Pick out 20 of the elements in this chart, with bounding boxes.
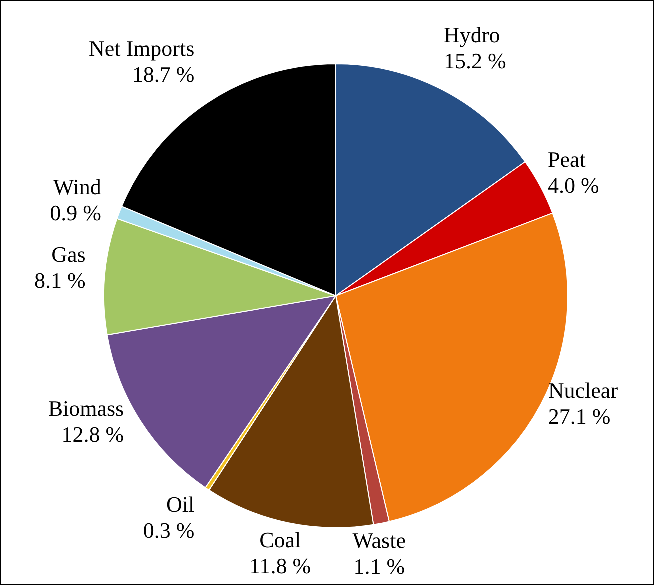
data-label: 0.9 %: [50, 200, 102, 226]
data-label: 27.1 %: [548, 404, 611, 430]
slice-label: Hydro: [444, 22, 500, 48]
slice-label: Wind: [53, 174, 102, 200]
data-label: 0.3 %: [143, 518, 195, 543]
slice-label: Waste: [352, 528, 406, 554]
data-label: 15.2 %: [444, 48, 506, 74]
data-label: 12.8 %: [62, 422, 124, 448]
data-label: 1.1 %: [354, 554, 406, 580]
data-label: 8.1 %: [34, 268, 86, 294]
slice-label: Peat: [548, 147, 586, 172]
slice-label: Gas: [52, 242, 86, 268]
data-label: 4.0 %: [548, 173, 600, 198]
slice-label: Oil: [166, 492, 195, 517]
slice-label: Biomass: [48, 396, 124, 422]
data-label: 18.7 %: [132, 62, 195, 88]
data-label: 11.8 %: [250, 554, 312, 579]
slice-label: Nuclear: [548, 378, 619, 404]
slice-label: Net Imports: [88, 36, 195, 62]
slice-label: Coal: [260, 528, 302, 553]
